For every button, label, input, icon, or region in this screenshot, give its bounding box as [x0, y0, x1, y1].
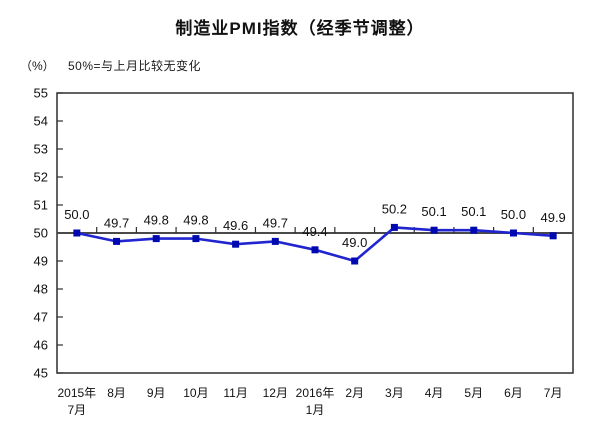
data-point-marker [509, 229, 517, 237]
data-point-label: 49.9 [540, 210, 565, 225]
data-point-marker [271, 237, 279, 245]
y-axis-tick-label: 49 [34, 254, 48, 269]
x-axis-category-label: 8月 [107, 386, 126, 400]
data-point-marker [232, 240, 240, 248]
x-axis-category-label: 12月 [263, 386, 288, 400]
data-point-label: 49.0 [342, 235, 367, 250]
data-point-marker [192, 235, 200, 243]
y-axis-tick-label: 53 [34, 142, 48, 157]
x-axis-category-label: 3月 [385, 386, 404, 400]
x-axis-category-label: 9月 [147, 386, 166, 400]
data-point-marker [73, 229, 81, 237]
x-axis-category-label: 2016年 [296, 386, 335, 400]
x-axis-category-label: 5月 [464, 386, 483, 400]
y-axis-tick-label: 52 [34, 170, 48, 185]
data-point-label: 49.8 [144, 213, 169, 228]
x-axis-category-label: 7月 [68, 403, 87, 417]
data-point-label: 50.1 [421, 204, 446, 219]
y-axis-tick-label: 45 [34, 366, 48, 381]
data-point-label: 50.0 [501, 207, 526, 222]
data-point-label: 49.8 [183, 213, 208, 228]
data-point-marker [549, 232, 557, 240]
data-point-label: 50.1 [461, 204, 486, 219]
data-point-label: 49.4 [302, 224, 327, 239]
y-axis-tick-label: 55 [34, 86, 48, 101]
y-axis-tick-label: 46 [34, 338, 48, 353]
reference-note: 50%=与上月比较无变化 [68, 59, 202, 73]
data-point-marker [152, 235, 160, 243]
x-axis-category-label: 10月 [183, 386, 208, 400]
y-axis-tick-label: 50 [34, 226, 48, 241]
data-point-label: 49.6 [223, 218, 248, 233]
data-point-label: 49.7 [104, 215, 129, 230]
x-axis-category-label: 6月 [504, 386, 523, 400]
x-axis-category-label: 4月 [425, 386, 444, 400]
data-point-marker [311, 246, 319, 254]
x-axis-category-label: 2015年 [57, 386, 96, 400]
data-point-marker [113, 237, 121, 245]
data-point-marker [470, 226, 478, 234]
data-point-label: 50.0 [64, 207, 89, 222]
data-point-marker [430, 226, 438, 234]
y-axis-tick-label: 51 [34, 198, 48, 213]
x-axis-category-label: 11月 [223, 386, 247, 400]
chart-title: 制造业PMI指数（经季节调整） [175, 19, 425, 38]
x-axis-category-label: 1月 [306, 403, 325, 417]
y-axis-tick-label: 47 [34, 310, 48, 325]
y-axis-tick-label: 54 [34, 114, 48, 129]
y-axis-tick-label: 48 [34, 282, 48, 297]
data-point-marker [390, 223, 398, 231]
x-axis-category-label: 7月 [544, 386, 563, 400]
data-point-label: 50.2 [382, 201, 407, 216]
x-axis-category-label: 2月 [345, 386, 364, 400]
y-axis-unit-label: （%） [20, 59, 55, 73]
data-point-marker [351, 257, 359, 265]
data-point-label: 49.7 [263, 215, 288, 230]
